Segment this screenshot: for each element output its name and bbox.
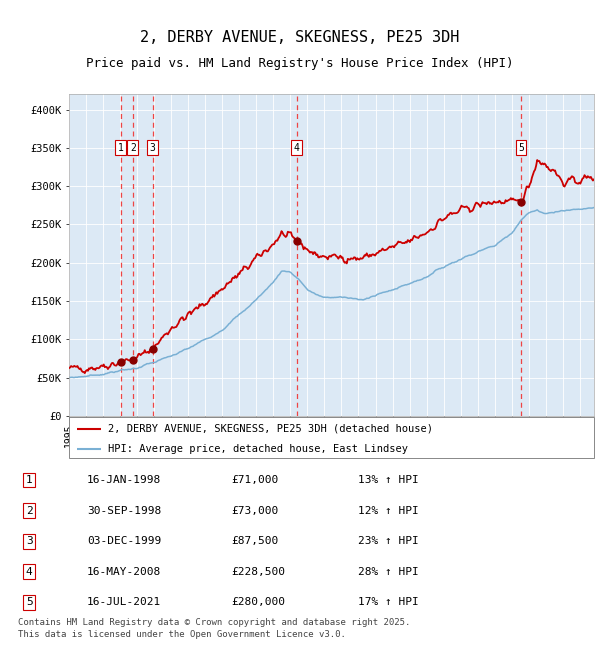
Text: Contains HM Land Registry data © Crown copyright and database right 2025.
This d: Contains HM Land Registry data © Crown c… <box>18 618 410 639</box>
Text: 2, DERBY AVENUE, SKEGNESS, PE25 3DH: 2, DERBY AVENUE, SKEGNESS, PE25 3DH <box>140 31 460 46</box>
Text: £73,000: £73,000 <box>231 506 278 515</box>
Text: 23% ↑ HPI: 23% ↑ HPI <box>358 536 418 546</box>
Text: 4: 4 <box>26 567 32 577</box>
Text: Price paid vs. HM Land Registry's House Price Index (HPI): Price paid vs. HM Land Registry's House … <box>86 57 514 70</box>
Text: £71,000: £71,000 <box>231 475 278 485</box>
Text: 30-SEP-1998: 30-SEP-1998 <box>87 506 161 515</box>
Text: £228,500: £228,500 <box>231 567 285 577</box>
Text: 28% ↑ HPI: 28% ↑ HPI <box>358 567 418 577</box>
Text: 03-DEC-1999: 03-DEC-1999 <box>87 536 161 546</box>
Text: 17% ↑ HPI: 17% ↑ HPI <box>358 597 418 607</box>
Text: 3: 3 <box>150 143 156 153</box>
Text: £280,000: £280,000 <box>231 597 285 607</box>
Text: 1: 1 <box>26 475 32 485</box>
Text: 2, DERBY AVENUE, SKEGNESS, PE25 3DH (detached house): 2, DERBY AVENUE, SKEGNESS, PE25 3DH (det… <box>109 424 433 434</box>
Text: 5: 5 <box>26 597 32 607</box>
Text: 3: 3 <box>26 536 32 546</box>
Text: 1: 1 <box>118 143 124 153</box>
Text: £87,500: £87,500 <box>231 536 278 546</box>
Text: 16-JAN-1998: 16-JAN-1998 <box>87 475 161 485</box>
Text: 2: 2 <box>130 143 136 153</box>
Text: 16-MAY-2008: 16-MAY-2008 <box>87 567 161 577</box>
Text: HPI: Average price, detached house, East Lindsey: HPI: Average price, detached house, East… <box>109 444 409 454</box>
FancyBboxPatch shape <box>69 417 594 458</box>
Text: 16-JUL-2021: 16-JUL-2021 <box>87 597 161 607</box>
Text: 12% ↑ HPI: 12% ↑ HPI <box>358 506 418 515</box>
Text: 2: 2 <box>26 506 32 515</box>
Text: 4: 4 <box>294 143 299 153</box>
Text: 5: 5 <box>518 143 524 153</box>
Text: 13% ↑ HPI: 13% ↑ HPI <box>358 475 418 485</box>
